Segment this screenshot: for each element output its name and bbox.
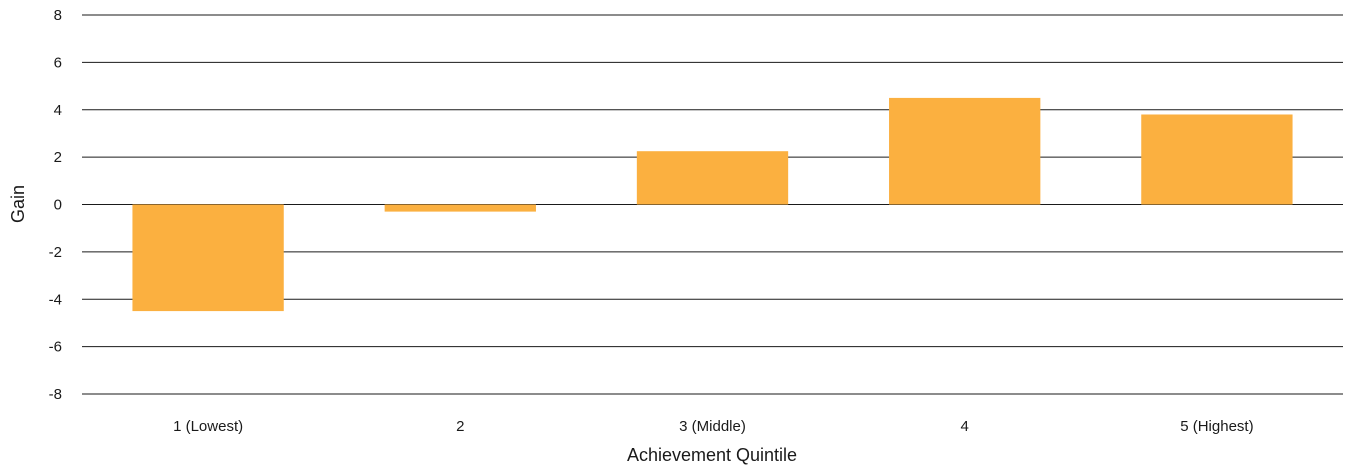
bar [636,151,789,205]
y-tick-label: -8 [49,386,62,403]
y-tick-label: 0 [54,197,62,214]
y-tick-label: 2 [54,149,62,166]
y-axis-title: Gain [8,185,28,223]
y-tick-label: -2 [49,244,62,261]
bars [132,97,1293,312]
bar [384,204,536,212]
x-tick-label: 2 [456,418,464,435]
y-tick-label: 6 [54,54,62,71]
y-tick-label: 8 [54,7,62,24]
bar [889,97,1041,205]
bar [1141,114,1293,205]
x-tick-label: 4 [961,418,969,435]
x-tick-labels: 1 (Lowest) 2 3 (Middle) 4 5 (Highest) [173,418,1254,435]
y-tick-labels: 8 6 4 2 0 -2 -4 -6 -8 [49,7,62,403]
x-tick-label: 3 (Middle) [679,418,746,435]
bar [132,204,284,312]
y-tick-label: 4 [54,102,62,119]
x-tick-label: 1 (Lowest) [173,418,243,435]
y-tick-label: -4 [49,291,62,308]
x-tick-label: 5 (Highest) [1180,418,1253,435]
x-axis-title: Achievement Quintile [627,445,797,465]
y-tick-label: -6 [49,339,62,356]
